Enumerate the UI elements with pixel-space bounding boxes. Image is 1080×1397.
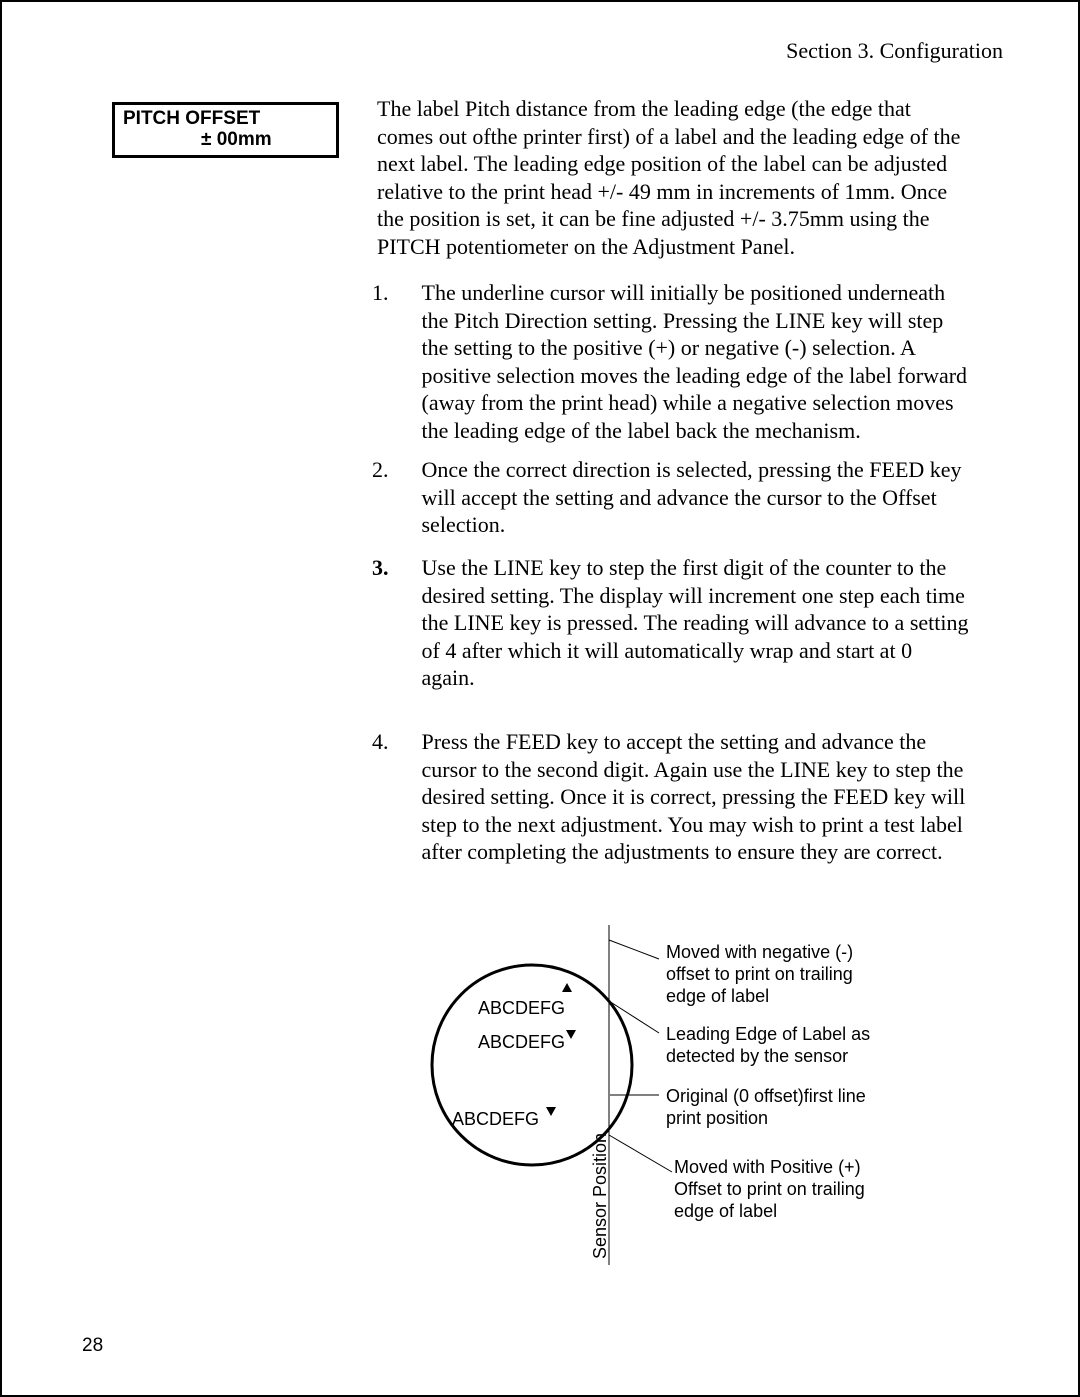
list-item-4: 4. Press the FEED key to accept the sett… bbox=[372, 728, 982, 866]
pitch-offset-box: PITCH OFFSET ± 00mm bbox=[112, 102, 339, 158]
label-orig: Original (0 offset)first line print posi… bbox=[666, 1086, 896, 1130]
label-lead: Leading Edge of Label as detected by the… bbox=[666, 1024, 896, 1068]
intro-paragraph: The label Pitch distance from the leadin… bbox=[377, 95, 967, 260]
label-sensor: Sensor Position bbox=[590, 1133, 612, 1259]
list-text-3: Use the LINE key to step the first digit… bbox=[422, 554, 970, 692]
list-num-1: 1. bbox=[372, 279, 416, 307]
list-num-2: 2. bbox=[372, 456, 416, 484]
section-header: Section 3. Configuration bbox=[786, 38, 1003, 64]
sample-a: ABCDEFG bbox=[478, 998, 565, 1020]
pitch-offset-line1: PITCH OFFSET bbox=[123, 108, 328, 129]
list-text-4: Press the FEED key to accept the setting… bbox=[422, 728, 970, 866]
list-num-3: 3. bbox=[372, 554, 416, 582]
arrow-a-up bbox=[562, 983, 572, 992]
label-neg: Moved with negative (-) offset to print … bbox=[666, 942, 866, 1008]
page: Section 3. Configuration PITCH OFFSET ± … bbox=[0, 0, 1080, 1397]
page-number: 28 bbox=[82, 1335, 103, 1357]
label-pos: Moved with Positive (+) Offset to print … bbox=[674, 1157, 884, 1223]
leader-lead bbox=[609, 1001, 659, 1033]
list-text-2: Once the correct direction is selected, … bbox=[422, 456, 970, 539]
pitch-offset-diagram: ABCDEFG ABCDEFG ABCDEFG Moved with negat… bbox=[422, 925, 1022, 1295]
sample-b: ABCDEFG bbox=[478, 1032, 565, 1054]
list-item-1: 1. The underline cursor will initially b… bbox=[372, 279, 982, 444]
list-item-2: 2. Once the correct direction is selecte… bbox=[372, 456, 982, 539]
list-item-3: 3. Use the LINE key to step the first di… bbox=[372, 554, 982, 692]
arrow-b-down bbox=[566, 1030, 576, 1039]
leader-pos bbox=[609, 1135, 672, 1172]
arrow-c-down bbox=[546, 1107, 556, 1116]
list-text-1: The underline cursor will initially be p… bbox=[422, 279, 970, 444]
pitch-offset-line2: ± 00mm bbox=[123, 129, 328, 150]
list-num-4: 4. bbox=[372, 728, 416, 756]
sample-c: ABCDEFG bbox=[452, 1109, 539, 1131]
leader-neg bbox=[609, 940, 659, 959]
